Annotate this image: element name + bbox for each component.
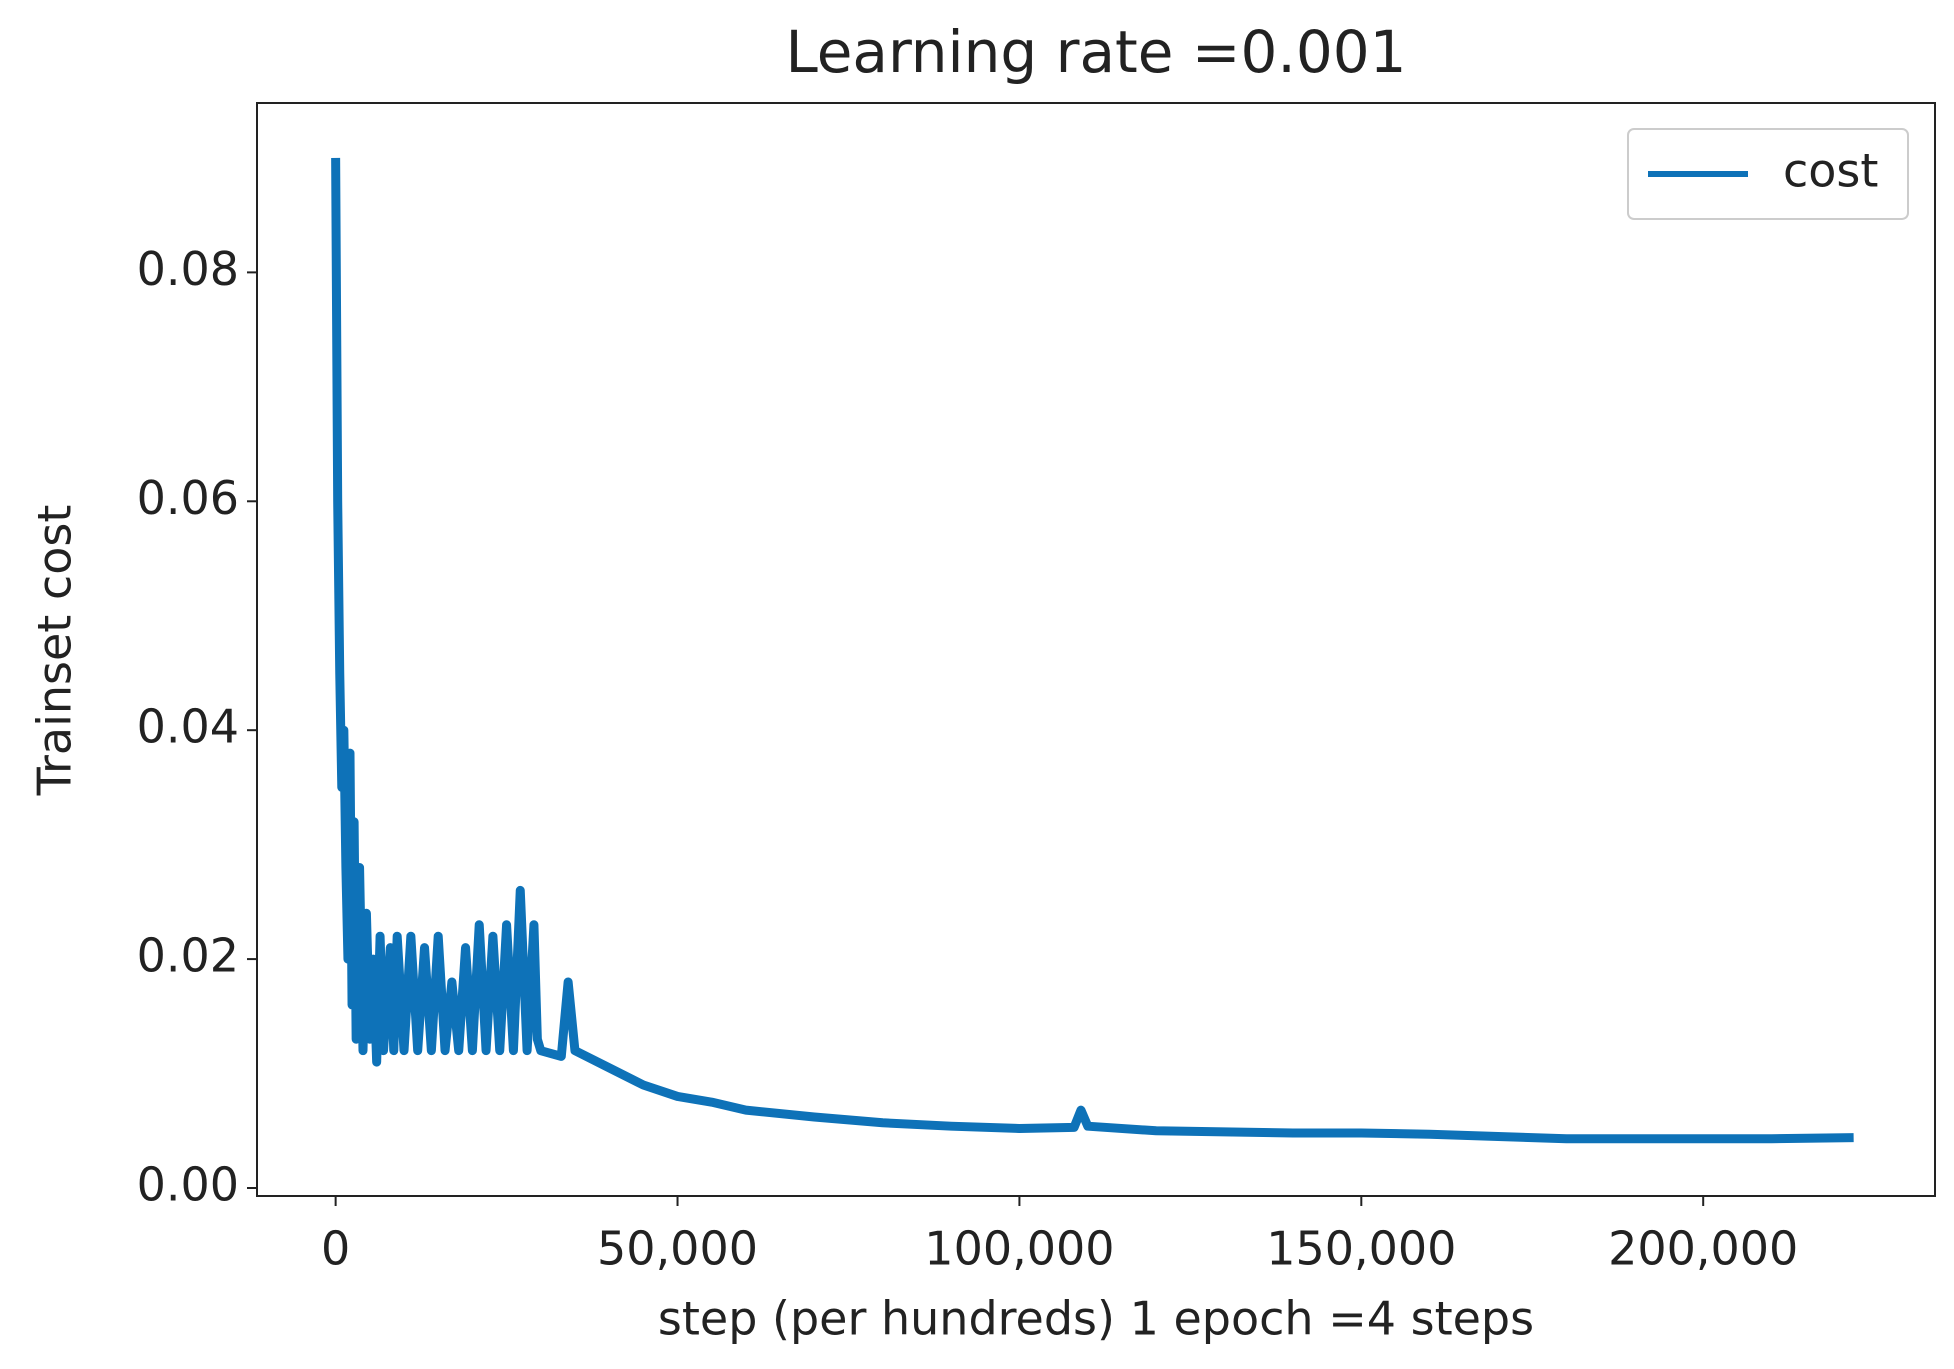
y-tick-label: 0.06 xyxy=(137,471,239,525)
legend-label: cost xyxy=(1783,144,1878,198)
legend-box xyxy=(1627,128,1909,220)
x-tick-label: 200,000 xyxy=(1608,1222,1798,1276)
x-tick-label: 0 xyxy=(321,1222,350,1276)
chart-title: Learning rate =0.001 xyxy=(785,18,1406,86)
x-tick-label: 100,000 xyxy=(924,1222,1114,1276)
x-tick-label: 50,000 xyxy=(597,1222,758,1276)
y-axis-label: Trainset cost xyxy=(28,505,82,797)
y-tick-label: 0.08 xyxy=(137,242,239,296)
y-tick-label: 0.00 xyxy=(137,1157,239,1211)
y-tick-label: 0.04 xyxy=(137,700,239,754)
x-axis-label: step (per hundreds) 1 epoch =4 steps xyxy=(658,1292,1534,1346)
data-line xyxy=(331,157,1854,1144)
plot-frame xyxy=(256,102,1936,1197)
y-tick-label: 0.02 xyxy=(137,929,239,983)
x-tick-label: 150,000 xyxy=(1266,1222,1456,1276)
